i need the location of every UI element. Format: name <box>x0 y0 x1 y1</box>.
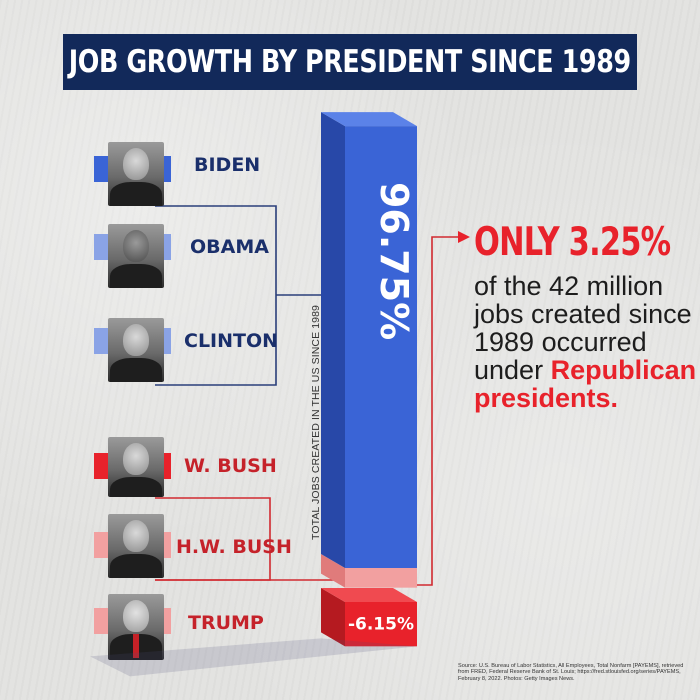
portrait-w-bush <box>108 437 164 497</box>
president-biden: BIDEN <box>94 140 384 210</box>
president-hw-bush: H.W. BUSH <box>94 514 384 584</box>
president-obama: OBAMA <box>94 222 384 292</box>
page-title: JOB GROWTH BY PRESIDENT SINCE 1989 <box>63 34 637 90</box>
portrait-hw-bush <box>108 514 164 578</box>
bar-shadow <box>90 638 417 677</box>
president-name: OBAMA <box>190 236 269 258</box>
president-name: TRUMP <box>188 612 264 634</box>
portrait-clinton <box>108 318 164 382</box>
president-trump: TRUMP <box>94 594 384 664</box>
callout-headline: ONLY 3.25% <box>474 220 671 265</box>
president-name: CLINTON <box>184 330 279 352</box>
source-note: Source: U.S. Bureau of Labor Statistics,… <box>458 663 684 682</box>
callout-arrow-line <box>405 236 460 586</box>
bar-segment-trump <box>321 588 417 647</box>
president-w-bush: W. BUSH <box>94 437 384 507</box>
portrait-obama <box>108 224 164 288</box>
callout-emphasis: Republican presidents. <box>474 355 697 413</box>
portrait-biden <box>108 142 164 206</box>
president-name: BIDEN <box>194 154 261 176</box>
callout-body-text: of the 42 million jobs created since 198… <box>474 271 692 385</box>
president-name: H.W. BUSH <box>176 536 292 558</box>
president-name: W. BUSH <box>184 455 277 477</box>
callout-body: of the 42 million jobs created since 198… <box>474 272 699 412</box>
axis-label: TOTAL JOBS CREATED IN THE US SINCE 1989 <box>310 305 322 540</box>
callout-arrow-head <box>458 231 470 243</box>
president-clinton: CLINTON <box>94 316 384 386</box>
portrait-trump <box>108 594 164 660</box>
bar-segment-democrat <box>321 112 417 569</box>
data-label-trump: -6.15% <box>348 614 414 634</box>
data-label-democrat: 96.75% <box>372 182 416 340</box>
